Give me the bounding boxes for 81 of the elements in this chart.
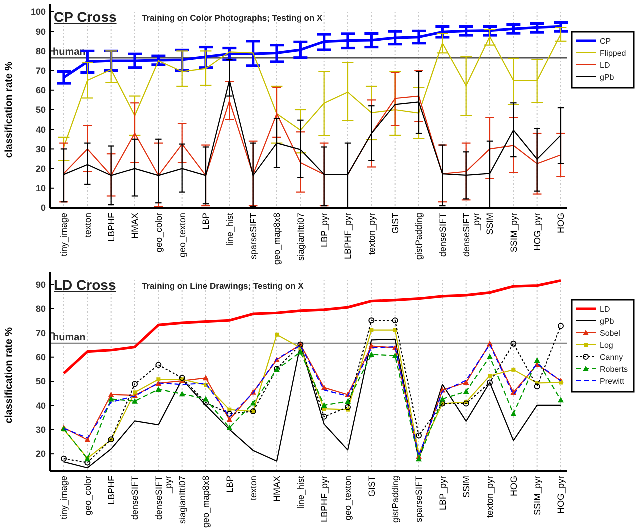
x-tick-label: HOG — [556, 213, 566, 234]
y-tick-label: 40 — [36, 124, 46, 135]
x-tick-label: denseSIFT — [438, 212, 448, 258]
x-tick-label: geo_color — [82, 476, 93, 516]
x-tick-label: LBP — [224, 476, 235, 494]
y-axis-title: classification rate % — [4, 62, 15, 158]
y-tick-label: 80 — [36, 46, 46, 56]
y-tick-label: 70 — [36, 328, 46, 338]
x-tick-label: LBPHF_pyr — [319, 476, 330, 523]
legend-label: gPb — [600, 72, 615, 82]
legend-label: LD — [600, 304, 610, 314]
x-tick-label: geo_map8x8 — [201, 476, 212, 528]
y-axis-title: classification rate % — [4, 327, 15, 424]
x-tick-label: HMAX — [272, 476, 282, 502]
x-tick-label: HMAX — [130, 213, 140, 240]
chart-title: CP Cross — [54, 9, 117, 25]
x-tick-label: SSIM — [461, 476, 472, 498]
x-tick-label: denseSIFT — [130, 476, 140, 520]
y-tick-label: 50 — [36, 105, 46, 116]
legend-label: Roberts — [600, 364, 628, 374]
y-tick-label: 60 — [36, 352, 46, 363]
x-tick-label: geo_color — [154, 213, 164, 253]
x-tick-label: SSIM_pyr — [532, 476, 542, 516]
x-tick-label: gistPadding — [414, 213, 424, 260]
legend-label: gPb — [600, 316, 615, 326]
x-tick-label: geo_map8x8 — [272, 213, 282, 266]
x-tick-label: sparseSIFT — [248, 212, 258, 260]
legend-label: Log — [600, 340, 614, 350]
chart-subtitle: Training on Line Drawings; Testing on X — [142, 281, 304, 291]
ref-line-label: human — [53, 332, 86, 344]
x-tick-label: sparseSIFT — [414, 476, 424, 523]
y-tick-label: 90 — [36, 26, 46, 37]
x-tick-label: LBP_pyr — [438, 476, 448, 511]
x-tick-label: denseSIFT _pyr — [461, 212, 482, 258]
x-tick-label: texton_pyr — [485, 476, 496, 518]
x-tick-label: tiny_image — [59, 213, 70, 257]
y-tick-label: 90 — [36, 280, 46, 290]
x-tick-label: texton — [248, 476, 258, 501]
x-tick-label: line_hist — [224, 212, 235, 246]
y-tick-label: 20 — [36, 164, 46, 174]
legend-label: Sobel — [600, 328, 621, 338]
y-tick-label: 30 — [36, 425, 46, 436]
x-tick-label: LBP_pyr — [319, 213, 330, 248]
x-tick-label: tiny_image — [59, 476, 70, 520]
y-tick-label: 0 — [40, 203, 46, 214]
chart-subtitle: Training on Color Photographs; Testing on X — [142, 13, 324, 23]
legend-label: LD — [600, 60, 610, 70]
x-tick-label: texton — [82, 213, 93, 238]
x-tick-label: siagianItti07 — [177, 476, 188, 524]
x-tick-label: LBPHF_pyr — [343, 213, 354, 260]
x-tick-label: LBPHF — [106, 212, 116, 242]
x-tick-label: line_hist — [296, 476, 306, 510]
y-tick-label: 10 — [36, 184, 46, 194]
x-tick-label: HOG_pyr — [556, 476, 566, 514]
legend-label: CP — [600, 36, 612, 46]
y-tick-label: 80 — [36, 304, 46, 314]
x-tick-label: geo_texton — [343, 476, 354, 521]
y-tick-label: 40 — [36, 400, 46, 411]
legend-label: Canny — [600, 352, 624, 362]
x-tick-label: SSIM — [485, 213, 496, 236]
y-tick-label: 30 — [36, 144, 46, 154]
x-tick-label: GIST — [366, 476, 377, 498]
y-tick-label: 60 — [36, 86, 46, 96]
x-tick-label: LBPHF — [106, 476, 116, 506]
x-tick-label: siagianItti07 — [296, 213, 306, 262]
legend-label: Flipped — [600, 48, 626, 58]
y-tick-label: 50 — [36, 376, 46, 387]
y-tick-label: 70 — [36, 66, 46, 76]
x-tick-label: HOG — [508, 476, 519, 497]
x-tick-label: gistPadding — [390, 476, 400, 524]
y-tick-label: 20 — [36, 449, 46, 460]
chart-title: LD Cross — [54, 277, 116, 293]
x-tick-label: denseSIFT _pyr — [154, 476, 174, 520]
x-tick-label: texton_pyr — [366, 213, 377, 256]
x-tick-label: GIST — [390, 212, 400, 234]
x-tick-label: geo_texton — [177, 213, 188, 258]
x-tick-label: LBP — [201, 213, 212, 230]
legend-label: Prewitt — [600, 376, 626, 386]
y-tick-label: 100 — [30, 7, 46, 18]
x-tick-label: HOG_pyr — [532, 213, 542, 252]
x-tick-label: SSIM_pyr — [508, 213, 519, 253]
